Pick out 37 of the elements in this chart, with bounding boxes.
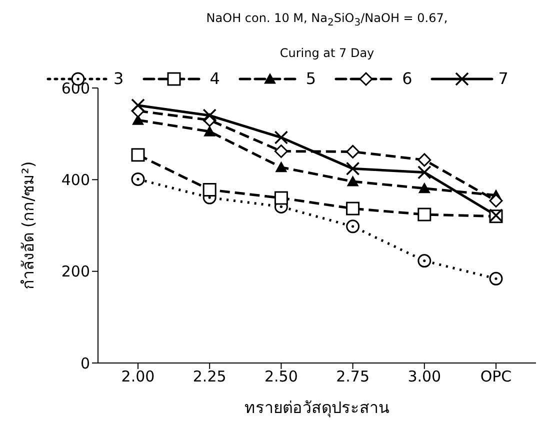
- legend-label: 4: [210, 69, 220, 88]
- legend-label: 6: [402, 69, 412, 88]
- point: [131, 98, 145, 113]
- point: [418, 208, 432, 222]
- point: [204, 126, 216, 137]
- x-tick-label: 3.00: [408, 368, 442, 386]
- legend-label: 3: [114, 69, 124, 88]
- point: [418, 166, 432, 180]
- point: [274, 192, 288, 206]
- point: [346, 176, 359, 187]
- y-tick-label: 200: [61, 263, 90, 282]
- point: [489, 272, 503, 286]
- point: [346, 220, 360, 234]
- point: [202, 108, 216, 123]
- legend-label: 7: [498, 69, 508, 88]
- y-axis-title: กำลังอัด (กก/ซม²): [18, 162, 38, 290]
- chart-title: NaOH con. 10 M, Na$_{2}$SiO$_{3}$/NaOH = 0.67,: [205, 10, 449, 30]
- legend-label: 5: [306, 69, 316, 88]
- point: [274, 130, 288, 145]
- x-tick-label: 2.25: [192, 368, 226, 386]
- x-axis-title: ทรายต่อวัสดุประสาน: [244, 398, 390, 418]
- point: [346, 162, 360, 176]
- x-tick-label: 2.75: [336, 368, 370, 386]
- x-tick-label: 2.00: [121, 368, 155, 386]
- y-tick-label: 0: [80, 354, 90, 373]
- chart-subtitle: Curing at 7 Day: [278, 45, 376, 62]
- point: [418, 182, 430, 194]
- point: [418, 154, 432, 168]
- point: [131, 172, 145, 186]
- point: [346, 202, 360, 216]
- x-tick-label: 2.50: [264, 368, 298, 386]
- point: [202, 183, 216, 197]
- y-tick-label: 400: [61, 171, 90, 190]
- x-tick-label: OPC: [480, 368, 512, 386]
- point: [131, 148, 145, 162]
- point: [275, 162, 288, 172]
- point: [418, 254, 432, 268]
